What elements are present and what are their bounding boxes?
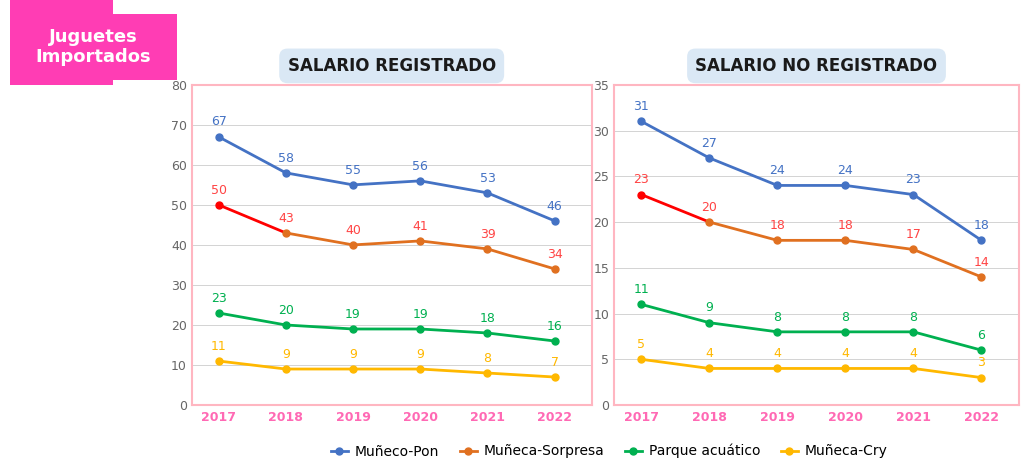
Text: 41: 41 [413,219,428,233]
Text: 9: 9 [282,348,290,361]
Text: 24: 24 [838,164,853,177]
Text: 4: 4 [842,347,849,360]
Text: 67: 67 [211,115,226,129]
Text: 34: 34 [547,248,562,260]
Text: 7: 7 [551,356,559,369]
Text: 23: 23 [211,292,226,305]
Text: 8: 8 [909,310,918,324]
Text: 55: 55 [345,163,361,177]
Text: 50: 50 [211,184,226,196]
Text: 18: 18 [479,312,496,325]
Text: 19: 19 [413,308,428,321]
Text: 3: 3 [978,356,985,369]
Text: 20: 20 [278,304,294,317]
Text: 6: 6 [978,329,985,342]
Text: 4: 4 [773,347,781,360]
Text: 58: 58 [278,152,294,164]
Text: 23: 23 [634,173,649,186]
Text: 56: 56 [413,160,428,172]
Text: 11: 11 [211,340,226,353]
Text: 46: 46 [547,200,562,212]
Text: 31: 31 [634,100,649,113]
Text: 17: 17 [905,228,922,241]
Text: 18: 18 [974,219,989,232]
Text: Juguetes
Importados: Juguetes Importados [36,28,152,66]
Text: 23: 23 [905,173,922,186]
Text: 43: 43 [278,211,294,225]
Text: 40: 40 [345,224,361,236]
Text: 8: 8 [842,310,850,324]
Text: 24: 24 [769,164,785,177]
Text: 5: 5 [637,338,645,351]
Text: 8: 8 [773,310,781,324]
Text: 20: 20 [701,201,717,214]
Text: 39: 39 [479,227,496,241]
Title: SALARIO NO REGISTRADO: SALARIO NO REGISTRADO [695,57,938,75]
Text: 11: 11 [634,283,649,296]
Text: 9: 9 [349,348,357,361]
Text: 53: 53 [479,171,496,185]
Text: 16: 16 [547,320,562,333]
Legend: Muñeco-Pon, Muñeca-Sorpresa, Parque acuático, Muñeca-Cry: Muñeco-Pon, Muñeca-Sorpresa, Parque acuá… [326,439,893,464]
Text: 8: 8 [483,352,492,365]
Text: 18: 18 [769,219,785,232]
Text: 4: 4 [706,347,714,360]
Title: SALARIO REGISTRADO: SALARIO REGISTRADO [288,57,496,75]
Text: 4: 4 [909,347,918,360]
Text: 14: 14 [974,256,989,268]
Text: 27: 27 [701,137,717,150]
Text: 9: 9 [417,348,424,361]
Text: 9: 9 [706,301,714,314]
Text: 19: 19 [345,308,360,321]
Text: 18: 18 [838,219,853,232]
